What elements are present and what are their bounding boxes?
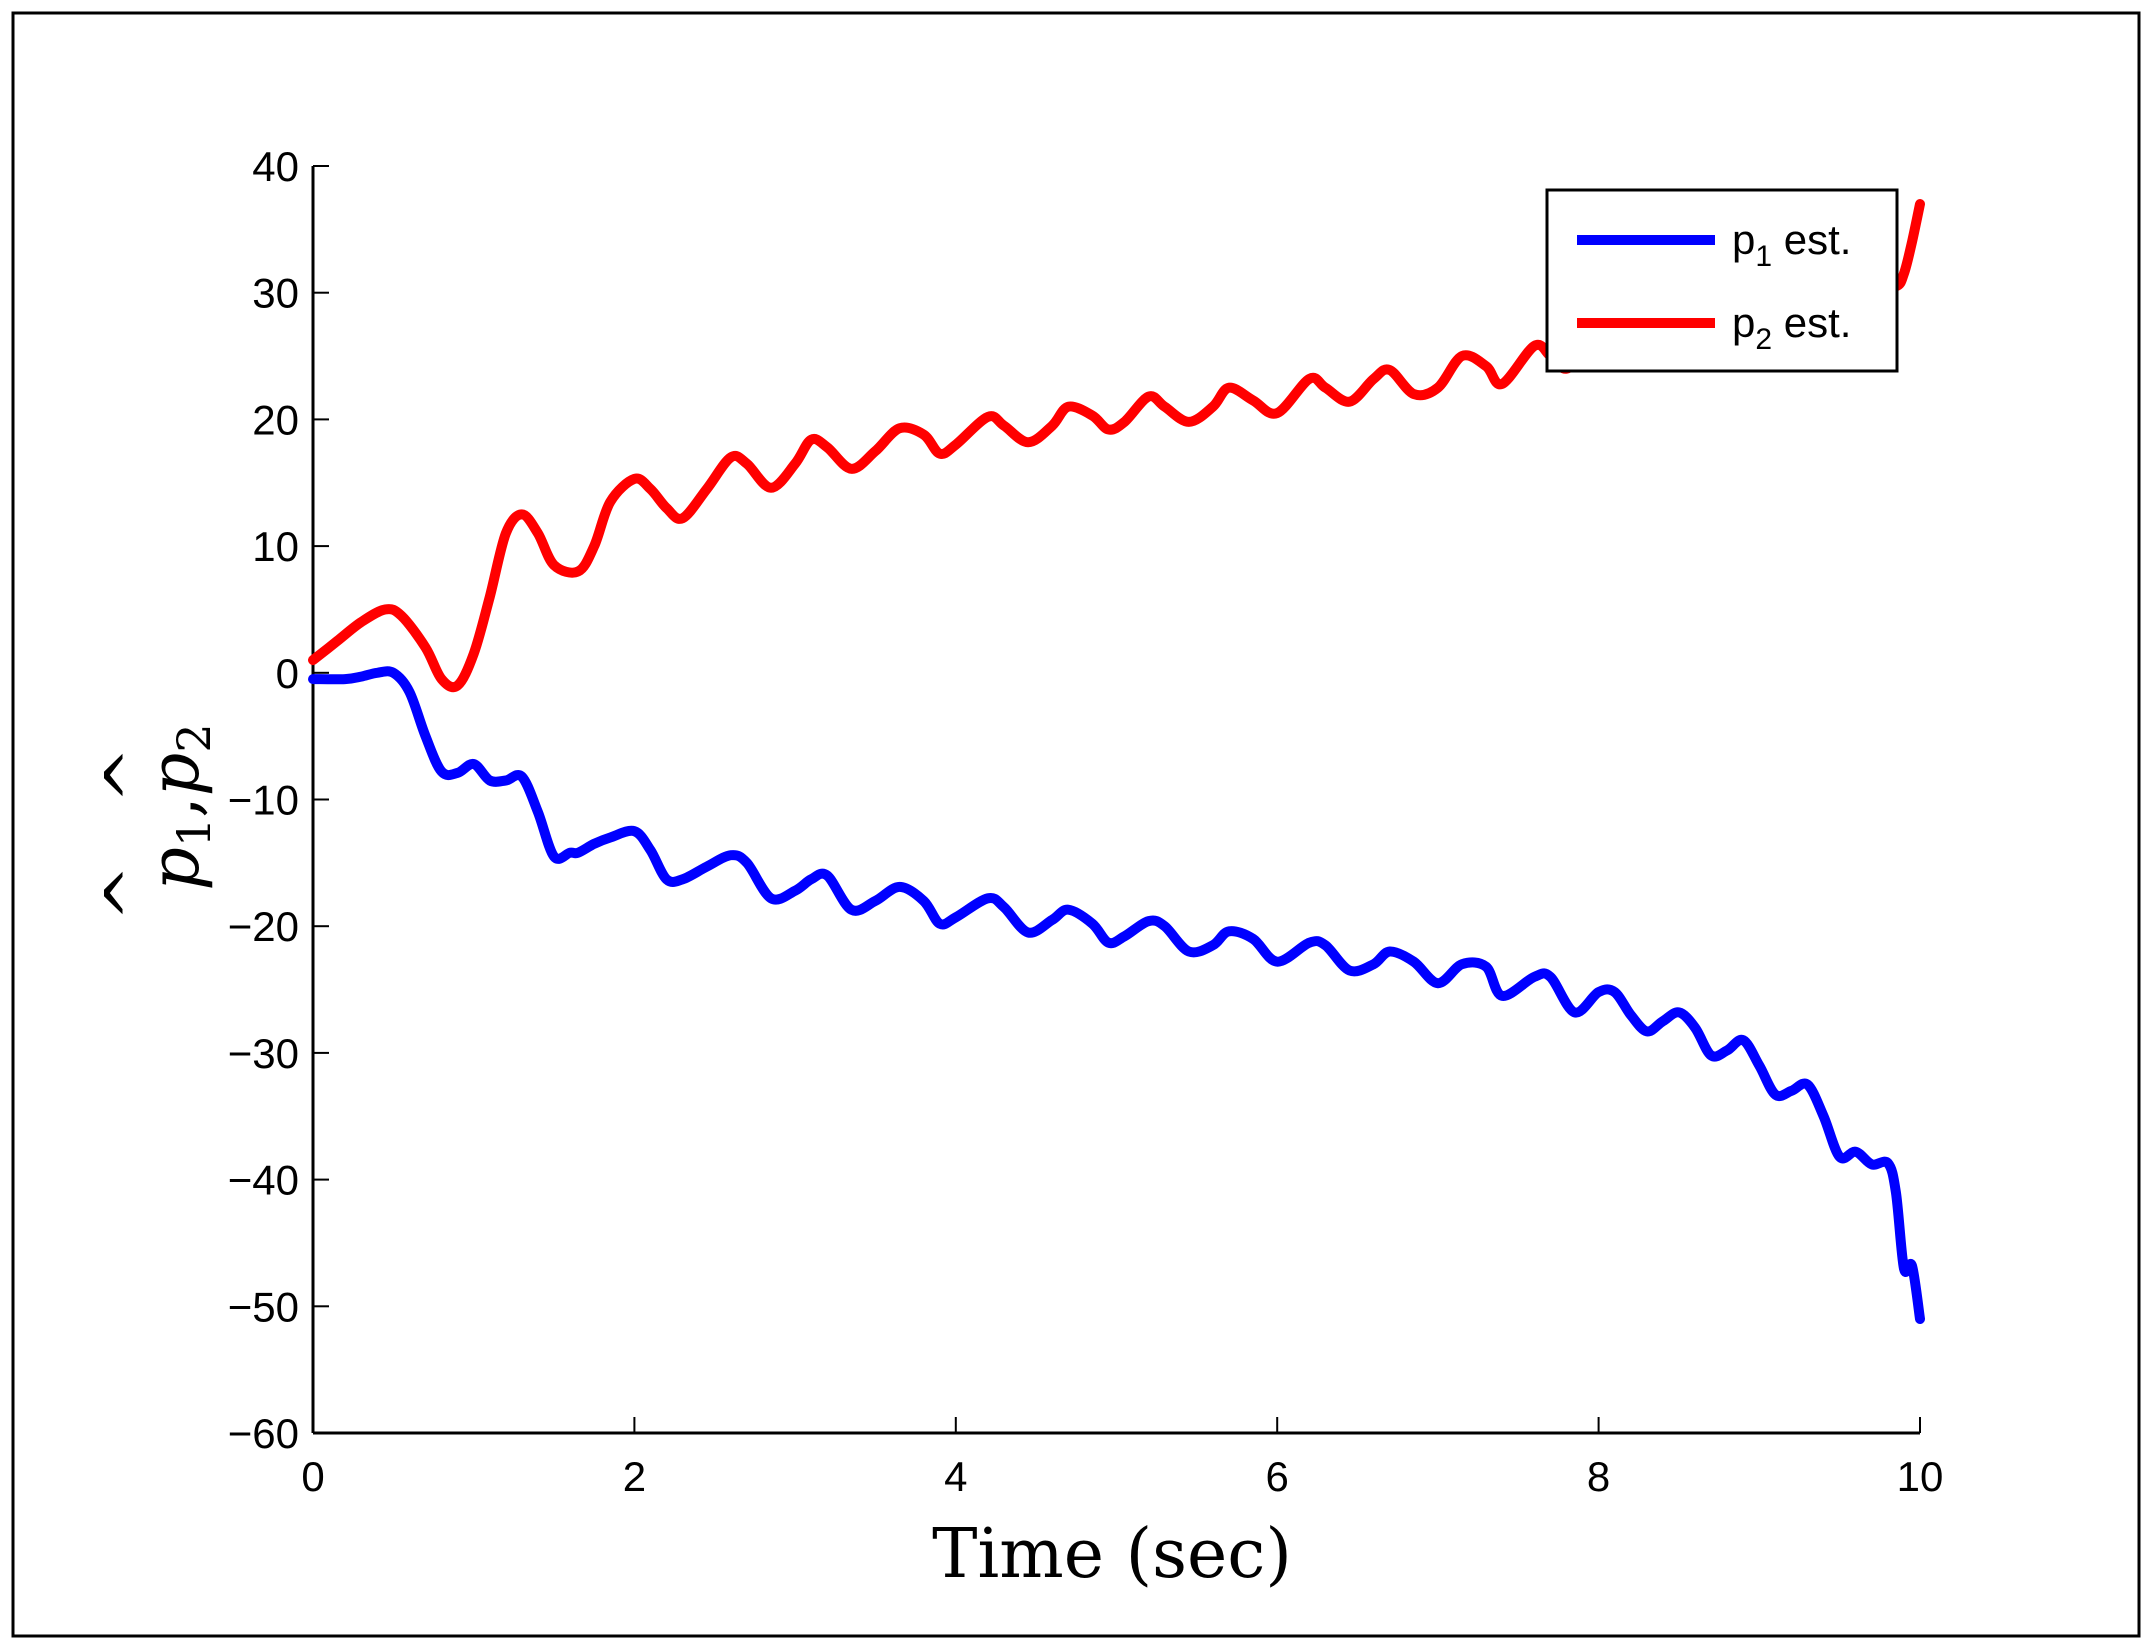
x-tick-label: 6 [1266,1453,1289,1500]
legend-box [1545,188,1899,373]
y-tick-label: 30 [252,270,299,317]
y-tick-label: −40 [228,1157,299,1204]
x-tick-label: 4 [944,1453,967,1500]
y-axis-title-hat1: ^ [92,865,171,922]
y-tick-label: −60 [228,1410,299,1457]
x-axis-title: Time (sec) [932,1515,1292,1594]
y-axis-title-sep: , [136,796,215,818]
x-tick-label: 8 [1587,1453,1610,1500]
y-tick-label: 40 [252,143,299,190]
y-axis-title-hat2: ^ [92,747,171,804]
legend-label-2: p2 est. [1732,299,1851,356]
legend-label-1: p1 est. [1732,216,1851,273]
y-tick-label: 20 [252,396,299,443]
y-axis-title: p1,p2 ^ ^ [92,723,221,921]
y-axis-title-sub1: 1 [167,818,221,847]
series-line-1 [308,666,1925,1324]
y-tick-label: −50 [228,1283,299,1330]
y-tick-label: 10 [252,523,299,570]
y-tick-label: −30 [228,1030,299,1077]
legend: p1 est. p2 est. [1545,188,1899,373]
svg-text:p1,p2: p1,p2 [136,723,221,890]
y-tick-label: −20 [228,903,299,950]
ticks: 0 2 4 6 8 10 40 30 20 10 0 −10 −20 −30 −40 −50 −60 [228,143,1944,1500]
x-tick-label: 10 [1897,1453,1944,1500]
x-tick-label: 0 [301,1453,324,1500]
y-tick-label: 0 [276,650,299,697]
y-axis-title-sub2: 2 [167,723,221,752]
y-axis-title-p1: p [136,847,215,891]
y-axis-title-p2: p [136,753,215,797]
x-tick-label: 2 [623,1453,646,1500]
y-tick-label: −10 [228,777,299,824]
